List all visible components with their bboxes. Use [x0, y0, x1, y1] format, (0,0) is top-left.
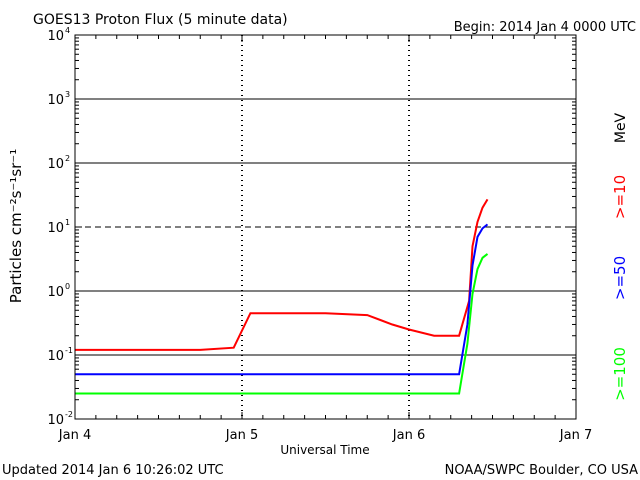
- x-tick-label: Jan 6: [392, 428, 425, 443]
- series-100-mev-line: [75, 253, 489, 395]
- svg-text:3: 3: [65, 90, 70, 99]
- svg-text:10: 10: [47, 413, 64, 428]
- svg-text:-1: -1: [65, 346, 73, 355]
- x-tick-label: Jan 7: [559, 428, 592, 443]
- svg-text:10: 10: [47, 349, 64, 364]
- y-tick-label: 10 2: [47, 154, 70, 172]
- svg-text:2: 2: [65, 154, 70, 163]
- legend: MeV >=10 >=50 >=100: [611, 112, 629, 400]
- legend-entry: >=50: [611, 256, 629, 300]
- svg-text:-2: -2: [65, 410, 73, 419]
- legend-unit: MeV: [613, 112, 629, 143]
- y-tick-label: 10 4: [47, 26, 70, 44]
- svg-text:10: 10: [47, 221, 64, 236]
- svg-text:1: 1: [65, 218, 70, 227]
- svg-text:10: 10: [47, 157, 64, 172]
- legend-entry: >=10: [611, 175, 629, 219]
- x-tick-label: Jan 5: [225, 428, 258, 443]
- y-axis-label: Particles cm⁻²s⁻¹sr⁻¹: [7, 149, 25, 303]
- x-tick-labels: Jan 4 Jan 5 Jan 6 Jan 7: [58, 428, 592, 443]
- svg-text:4: 4: [65, 26, 70, 35]
- y-tick-label: 10 3: [47, 90, 70, 108]
- credit: NOAA/SWPC Boulder, CO USA: [445, 463, 638, 478]
- y-tick-label: 10 -1: [47, 346, 73, 364]
- svg-text:10: 10: [47, 29, 64, 44]
- begin-date: Begin: 2014 Jan 4 0000 UTC: [454, 20, 636, 35]
- grid: [74, 35, 577, 420]
- updated-timestamp: Updated 2014 Jan 6 10:26:02 UTC: [2, 463, 224, 478]
- x-axis-label: Universal Time: [280, 443, 369, 457]
- y-tick-label: 10 1: [47, 218, 70, 236]
- series-lines: [75, 198, 489, 395]
- svg-text:10: 10: [47, 285, 64, 300]
- svg-text:10: 10: [47, 93, 64, 108]
- series-50-mev-line: [75, 223, 489, 376]
- y-tick-label: 10 0: [47, 282, 70, 300]
- series-10-mev-line: [75, 198, 489, 351]
- chart-title: GOES13 Proton Flux (5 minute data): [33, 12, 288, 28]
- legend-entry: >=100: [611, 347, 629, 401]
- svg-text:0: 0: [65, 282, 70, 291]
- plot-frame: [74, 34, 577, 420]
- x-tick-label: Jan 4: [58, 428, 91, 443]
- y-tick-label: 10 -2: [47, 410, 73, 428]
